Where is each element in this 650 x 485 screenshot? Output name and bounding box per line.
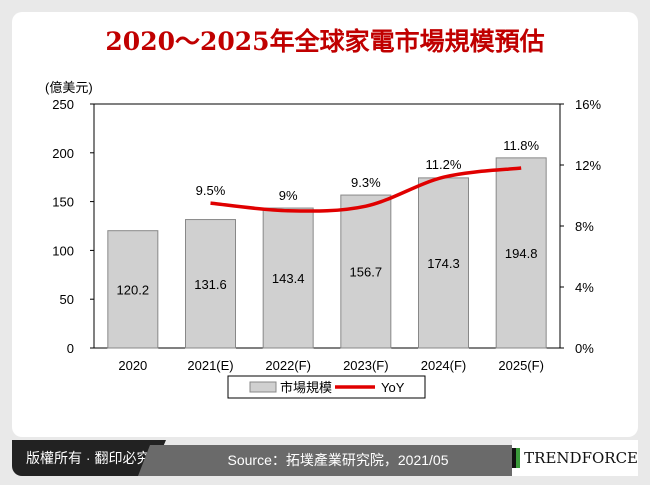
yoy-label: 9.5% xyxy=(196,183,226,198)
x-tick-label: 2021(E) xyxy=(187,358,233,373)
x-tick-label: 2024(F) xyxy=(421,358,467,373)
bar xyxy=(340,194,392,349)
yoy-line xyxy=(210,166,522,213)
legend-swatch-bar xyxy=(249,381,277,393)
source: Source：拓墣產業研究院，2021/05 xyxy=(138,445,538,476)
yoy-label: 9% xyxy=(279,188,298,203)
logo-text: TRENDFORCE xyxy=(524,449,638,467)
bar xyxy=(185,219,236,349)
yoy-label: 11.2% xyxy=(426,157,462,172)
bar xyxy=(418,177,469,349)
y-axis-unit: (億美元) xyxy=(45,80,93,95)
bar-label: 194.8 xyxy=(505,246,538,261)
x-tick-label: 2023(F) xyxy=(343,358,389,373)
y2-tick-label: 4% xyxy=(575,280,594,295)
y-tick-label: 150 xyxy=(52,195,74,210)
yoy-label: 9.3% xyxy=(351,175,381,190)
bar-label: 120.2 xyxy=(117,282,150,297)
bar xyxy=(262,207,314,349)
bar-label: 131.6 xyxy=(194,277,227,292)
y-tick-label: 100 xyxy=(52,243,74,258)
yoy-label: 11.8% xyxy=(503,138,539,153)
y-tick-label: 0 xyxy=(67,341,74,356)
y-tick-label: 200 xyxy=(52,146,74,161)
logo-icon xyxy=(512,448,521,468)
trendforce-logo: TRENDFORCE xyxy=(512,440,638,476)
chart-title: 2020～2025年全球家電市場規模預估 xyxy=(105,27,545,56)
bar-label: 174.3 xyxy=(427,256,460,271)
x-tick-label: 2020 xyxy=(118,358,147,373)
plot-area xyxy=(93,103,561,349)
bar-label: 143.4 xyxy=(272,271,305,286)
y-tick-label: 250 xyxy=(52,97,74,112)
legend-label: YoY xyxy=(381,380,405,395)
y-tick-label: 50 xyxy=(60,292,74,307)
chart: (億美元) 0 50 100 150 200 250 0% 4% 8% 12% 16% 2020 120.… xyxy=(45,80,601,399)
x-tick-label: 2025(F) xyxy=(498,358,544,373)
bar xyxy=(107,230,159,349)
y2-tick-label: 16% xyxy=(575,97,601,112)
footer: 版權所有 · 翻印必究 Source：拓墣產業研究院，2021/05 TREND… xyxy=(12,440,638,476)
y2-tick-label: 0% xyxy=(575,341,594,356)
bar xyxy=(495,157,547,349)
x-tick-label: 2022(F) xyxy=(265,358,311,373)
y2-tick-label: 8% xyxy=(575,219,594,234)
legend xyxy=(227,375,426,399)
bar-label: 156.7 xyxy=(350,265,383,280)
legend-label: 市場規模 xyxy=(280,380,332,395)
y2-tick-label: 12% xyxy=(575,158,601,173)
